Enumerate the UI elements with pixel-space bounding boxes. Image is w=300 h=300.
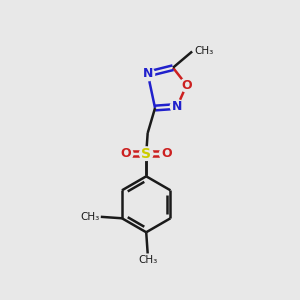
Circle shape (140, 147, 153, 160)
Text: O: O (121, 147, 131, 160)
Circle shape (170, 100, 184, 113)
Circle shape (180, 78, 194, 92)
Circle shape (141, 67, 154, 81)
Text: N: N (142, 68, 153, 80)
Text: S: S (141, 147, 151, 161)
Text: N: N (172, 100, 182, 113)
Circle shape (119, 147, 133, 160)
Text: O: O (161, 147, 172, 160)
Text: CH₃: CH₃ (138, 255, 157, 265)
Text: CH₃: CH₃ (194, 46, 214, 56)
Text: O: O (181, 79, 192, 92)
Text: CH₃: CH₃ (80, 212, 99, 222)
Circle shape (160, 147, 173, 160)
